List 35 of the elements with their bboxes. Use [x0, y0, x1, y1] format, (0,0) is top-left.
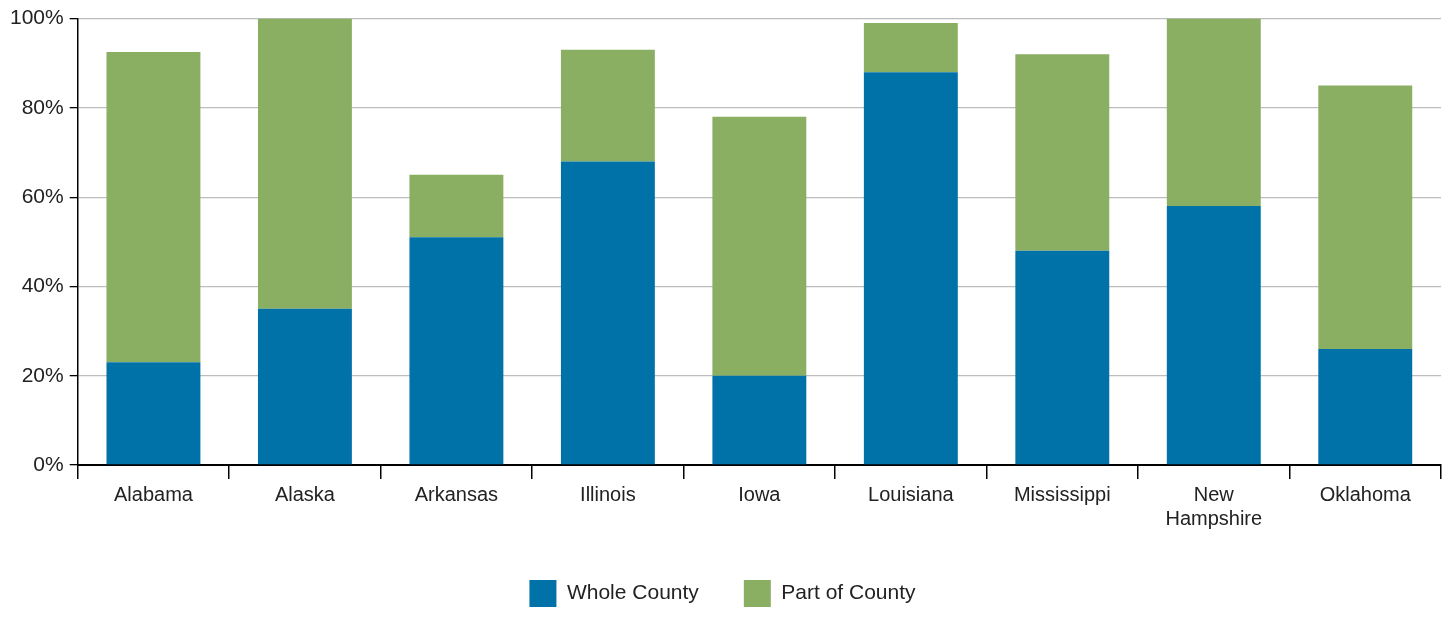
bar	[712, 375, 807, 465]
y-tick-label: 100%	[9, 5, 64, 29]
bar	[560, 49, 655, 162]
x-tick-label: Iowa	[738, 482, 782, 505]
x-tick-label: Alabama	[113, 482, 194, 505]
bar	[1166, 206, 1261, 465]
bar	[409, 174, 504, 238]
x-tick-label: Illinois	[580, 482, 636, 505]
bar	[257, 308, 352, 465]
x-tick-label: Mississippi	[1013, 482, 1111, 505]
bar	[1318, 348, 1413, 465]
bar	[257, 18, 352, 309]
x-tick-label: Oklahoma	[1319, 482, 1412, 505]
x-tick-label: Alaska	[274, 482, 336, 505]
bar	[863, 23, 958, 73]
bar	[560, 161, 655, 465]
bar	[106, 52, 201, 363]
legend-label: Part of County	[781, 580, 917, 604]
legend-label: Whole County	[566, 580, 700, 604]
bar	[712, 116, 807, 376]
bar	[1318, 85, 1413, 349]
y-tick-label: 20%	[21, 362, 64, 386]
bar	[409, 237, 504, 465]
bar	[1015, 250, 1110, 465]
x-tick-label: Louisiana	[868, 482, 955, 505]
y-tick-label: 80%	[21, 94, 64, 118]
y-tick-label: 60%	[21, 183, 64, 207]
x-tick-label: Arkansas	[414, 482, 499, 505]
bar	[1166, 18, 1261, 207]
bar	[1015, 54, 1110, 251]
y-tick-label: 40%	[21, 273, 64, 297]
bar	[863, 72, 958, 465]
x-tick-label: New Hampshire	[1165, 482, 1263, 529]
bar	[106, 362, 201, 465]
y-tick-label: 0%	[33, 451, 64, 475]
